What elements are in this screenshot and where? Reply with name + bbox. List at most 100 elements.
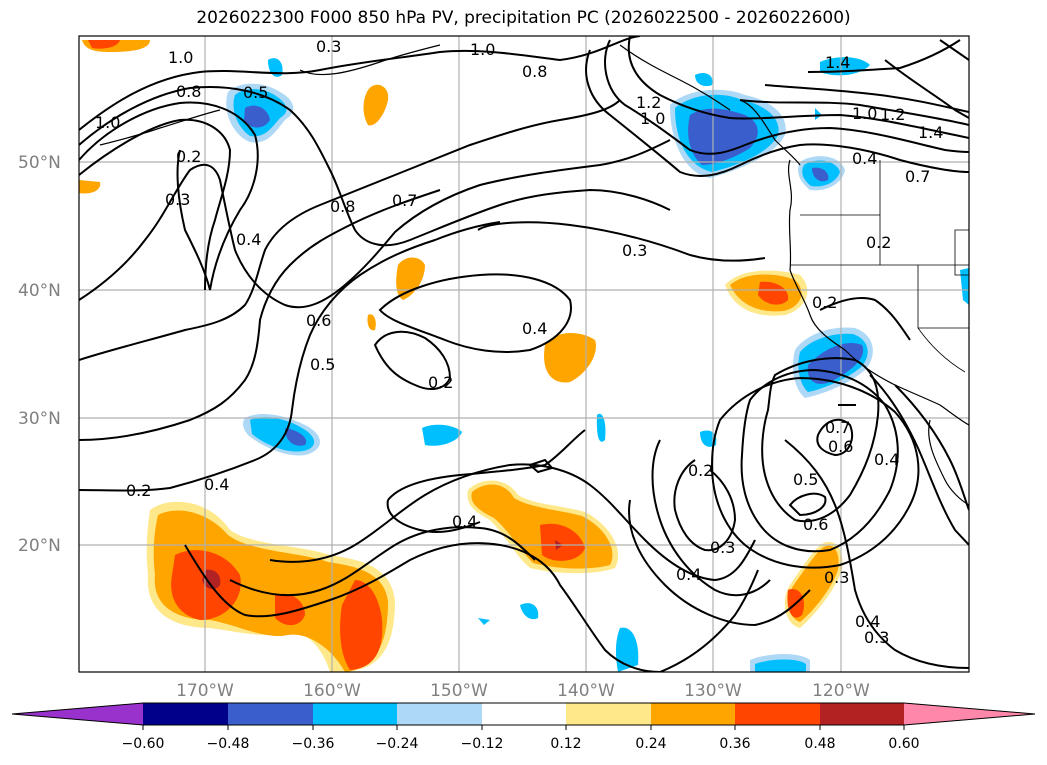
pv-contour <box>651 439 771 597</box>
colorbar-tick-label: −0.24 <box>376 736 419 752</box>
precip-negative-area <box>815 108 822 120</box>
precip-negative-area <box>695 73 713 87</box>
colorbar-segment <box>820 703 904 725</box>
contour-label: 0.8 <box>522 62 547 81</box>
pv-contour <box>79 101 259 291</box>
contour-label: 1.0 <box>640 109 665 128</box>
colorbar-segment <box>651 703 735 725</box>
pv-contour <box>659 569 759 672</box>
gridlines <box>79 36 969 672</box>
lon-label-120w: 120°W <box>812 681 870 701</box>
precip-negative-area <box>812 167 829 182</box>
lat-label-20n: 20°N <box>18 536 61 556</box>
precip-positive-area <box>340 580 383 670</box>
lon-label-130w: 130°W <box>684 681 742 701</box>
coastlines <box>99 44 969 506</box>
precip-positive-area <box>153 510 388 672</box>
contour-label: 0.4 <box>676 565 701 584</box>
lon-label-150w: 150°W <box>430 681 488 701</box>
pv-contour <box>764 84 969 113</box>
lon-label-140w: 140°W <box>557 681 615 701</box>
precip-negative-area <box>960 268 969 305</box>
contour-label: 0.4 <box>452 512 477 531</box>
contour-label: 0.6 <box>803 515 828 534</box>
precip-negative-area <box>688 108 758 165</box>
precip-negative-area <box>615 627 639 672</box>
coastline <box>99 109 221 146</box>
colorbar-tick-label: −0.36 <box>292 736 335 752</box>
contour-label: 0.2 <box>688 461 713 480</box>
pv-contour <box>710 376 920 569</box>
precip-positive-area <box>88 40 120 49</box>
contour-label: 1.4 <box>918 123 943 142</box>
lon-label-170w: 170°W <box>176 681 234 701</box>
contour-label: 0.5 <box>793 470 818 489</box>
pv-contour <box>739 99 969 126</box>
contour-label: 0.2 <box>812 293 837 312</box>
coastline <box>739 99 801 166</box>
pv-contour <box>816 418 854 457</box>
pv-contour <box>604 39 969 155</box>
contour-label: 0.8 <box>176 82 201 101</box>
state-border <box>790 160 969 373</box>
contour-label: 0.7 <box>392 191 417 210</box>
colorbar-segment <box>228 703 313 725</box>
pv-contour <box>528 458 554 474</box>
contour-label: 0.6 <box>306 311 331 330</box>
longitude-labels: 170°W 160°W 150°W 140°W 130°W 120°W <box>176 681 870 701</box>
pv-contour <box>788 492 827 517</box>
colorbar-segment <box>735 703 820 725</box>
contour-label: 0.7 <box>825 418 850 437</box>
pv-contour <box>894 384 969 511</box>
precip-positive-area <box>202 569 221 590</box>
contour-label: 0.5 <box>243 83 268 102</box>
pv-contour <box>79 118 232 291</box>
pv-contour <box>387 429 586 501</box>
colorbar-segment <box>482 703 566 725</box>
pv-contour <box>477 221 766 262</box>
precip-positive-area <box>540 523 585 561</box>
contour-label: 0.2 <box>176 147 201 166</box>
precip-positive-area <box>79 180 101 194</box>
colorbar-segment <box>313 703 397 725</box>
contour-label: 0.2 <box>866 233 891 252</box>
colorbar: −0.60 −0.48 −0.36 −0.24 −0.12 0.12 0.24 … <box>11 702 1036 752</box>
contour-label: 1.0 <box>852 104 877 123</box>
pv-contour <box>939 39 969 61</box>
colorbar-tick-label: 0.36 <box>719 736 750 752</box>
precip-negative-area <box>700 430 717 447</box>
precip-negative-area <box>244 105 270 128</box>
contour-label: 1.2 <box>636 93 661 112</box>
precip-negative-area <box>520 603 539 620</box>
contour-label: 0.3 <box>864 628 889 647</box>
contour-label: 0.3 <box>622 241 647 260</box>
contour-label: 0.4 <box>855 612 880 631</box>
pv-contour <box>869 374 969 546</box>
latitude-labels: 50°N 40°N 30°N 20°N <box>18 153 61 556</box>
precip-negative-area <box>285 428 307 446</box>
contour-label: 0.4 <box>236 230 261 249</box>
colorbar-tick-label: −0.60 <box>122 736 165 752</box>
precip-positive-area <box>544 333 596 383</box>
contour-label: 0.2 <box>126 481 151 500</box>
precip-positive-area <box>367 314 376 331</box>
map-frame <box>78 35 970 673</box>
coastline <box>928 419 969 506</box>
colorbar-segment <box>397 703 482 725</box>
pv-contour <box>819 297 911 341</box>
contour-labels: 1.0 0.8 0.5 1.0 0.2 0.3 1.0 0.8 1.2 1.0 … <box>95 37 943 647</box>
map-content: 1.0 0.8 0.5 1.0 0.2 0.3 1.0 0.8 1.2 1.0 … <box>79 36 969 672</box>
precip-negative-area <box>807 342 864 385</box>
precip-positive-area <box>275 593 305 626</box>
colorbar-tick-label: 0.48 <box>804 736 835 752</box>
colorbar-tick-label: 0.12 <box>550 736 581 752</box>
colorbar-tick-label: −0.12 <box>461 736 504 752</box>
pv-contour <box>386 499 481 533</box>
lat-label-40n: 40°N <box>18 281 61 301</box>
pv-contour <box>784 439 969 669</box>
pv-contour <box>79 99 621 361</box>
coastline <box>299 44 441 76</box>
colorbar-segment <box>904 703 1035 725</box>
contour-label: 0.4 <box>204 475 229 494</box>
